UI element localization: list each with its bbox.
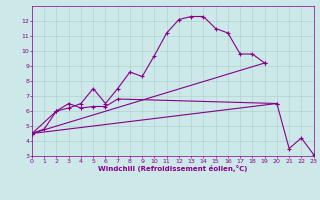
X-axis label: Windchill (Refroidissement éolien,°C): Windchill (Refroidissement éolien,°C) [98,165,247,172]
